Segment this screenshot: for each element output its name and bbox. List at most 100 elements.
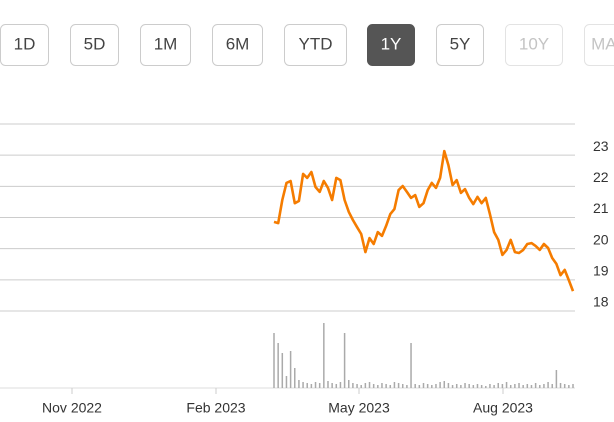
- range-button[interactable]: [436, 24, 484, 66]
- volume-bar: [563, 384, 566, 388]
- volume-bar: [343, 333, 346, 388]
- volume-bar: [435, 384, 437, 388]
- volume-bar: [509, 385, 512, 388]
- volume-bar: [327, 381, 329, 388]
- volume-bar: [352, 383, 354, 388]
- volume-bar: [493, 385, 495, 388]
- volume-bar: [273, 333, 275, 388]
- y-tick-label: 18: [593, 294, 609, 310]
- range-button[interactable]: [284, 24, 347, 66]
- volume-bar: [372, 384, 375, 388]
- volume-bar: [464, 383, 466, 388]
- range-button-label[interactable]: YTD: [299, 34, 333, 53]
- volume-bar: [539, 385, 541, 388]
- volume-bar: [555, 370, 558, 388]
- volume-bar: [501, 384, 504, 388]
- y-tick-label: 22: [593, 169, 609, 185]
- volume-bar: [455, 384, 458, 388]
- volume-bar: [530, 385, 533, 388]
- volume-bar: [360, 385, 362, 388]
- volume-bar: [468, 384, 470, 388]
- range-button[interactable]: [584, 24, 614, 66]
- volume-bar: [331, 383, 333, 388]
- volume-bar: [277, 343, 279, 388]
- volume-bar: [476, 384, 479, 388]
- volume-bar: [443, 381, 446, 388]
- range-button-label[interactable]: 1Y: [381, 34, 402, 53]
- volume-bar: [451, 385, 454, 388]
- x-tick-label: May 2023: [328, 400, 390, 416]
- range-button[interactable]: [367, 24, 415, 66]
- volume-bar: [431, 385, 433, 388]
- volume-bar: [356, 384, 358, 388]
- volume-bar: [310, 384, 313, 388]
- volume-bar: [302, 382, 304, 388]
- volume-bar: [377, 385, 379, 388]
- volume-bar: [480, 385, 483, 388]
- volume-bar: [526, 384, 529, 388]
- volume-bar: [289, 351, 292, 388]
- x-tick-label: Feb 2023: [186, 400, 245, 416]
- volume-bar: [522, 385, 524, 388]
- volume-bar: [414, 384, 416, 388]
- volume-bar: [385, 384, 387, 388]
- volume-bar: [460, 385, 462, 388]
- volume-bar: [335, 384, 338, 388]
- range-button-label[interactable]: 5Y: [450, 34, 471, 53]
- volume-bar: [298, 380, 300, 388]
- y-tick-label: 20: [593, 231, 609, 247]
- range-button-label[interactable]: 5D: [84, 34, 106, 53]
- price-line: [273, 149, 575, 292]
- volume-bar: [514, 384, 516, 388]
- y-tick-label: 19: [593, 263, 609, 279]
- volume-bar: [306, 383, 308, 388]
- volume-bar: [393, 382, 396, 388]
- volume-bar: [422, 383, 425, 388]
- range-button-label[interactable]: 6M: [226, 34, 250, 53]
- range-button[interactable]: [505, 24, 563, 66]
- range-button-label[interactable]: 1D: [14, 34, 36, 53]
- volume-bar: [339, 382, 342, 388]
- range-button[interactable]: [0, 24, 49, 66]
- volume-bar: [406, 385, 408, 388]
- volume-bar: [294, 368, 296, 388]
- volume-bar: [281, 353, 284, 388]
- volume-bar: [410, 343, 412, 388]
- y-tick-label: 21: [593, 200, 609, 216]
- volume-bar: [534, 383, 537, 388]
- range-button[interactable]: [70, 24, 119, 66]
- range-button-label[interactable]: 1M: [154, 34, 178, 53]
- range-button-label[interactable]: MAX: [591, 34, 614, 53]
- volume-bar: [547, 382, 549, 388]
- volume-bar: [472, 385, 475, 388]
- volume-bar: [397, 383, 400, 388]
- range-button[interactable]: [212, 24, 263, 66]
- volume-bar: [364, 383, 367, 388]
- volume-bar: [497, 383, 499, 388]
- volume-bar: [323, 323, 325, 388]
- volume-bar: [314, 382, 317, 388]
- volume-bar: [418, 385, 421, 388]
- volume-bar: [389, 385, 392, 388]
- y-tick-label: 23: [593, 138, 609, 154]
- volume-bar: [518, 383, 520, 388]
- volume-bar: [572, 384, 574, 388]
- volume-bar: [489, 384, 491, 388]
- volume-bar: [348, 380, 350, 388]
- volume-bar: [439, 382, 441, 388]
- volume-bar: [318, 383, 321, 388]
- x-tick-label: Aug 2023: [473, 400, 533, 416]
- volume-bar: [505, 382, 508, 388]
- volume-bar: [485, 386, 487, 388]
- volume-bar: [285, 376, 288, 388]
- volume-bar: [426, 384, 429, 388]
- volume-bar: [401, 384, 404, 388]
- volume-bar: [559, 383, 562, 388]
- range-button[interactable]: [140, 24, 191, 66]
- volume-bar: [551, 384, 553, 388]
- volume-bar: [381, 383, 383, 388]
- volume-bar: [568, 385, 570, 388]
- range-button-label[interactable]: 10Y: [519, 34, 549, 53]
